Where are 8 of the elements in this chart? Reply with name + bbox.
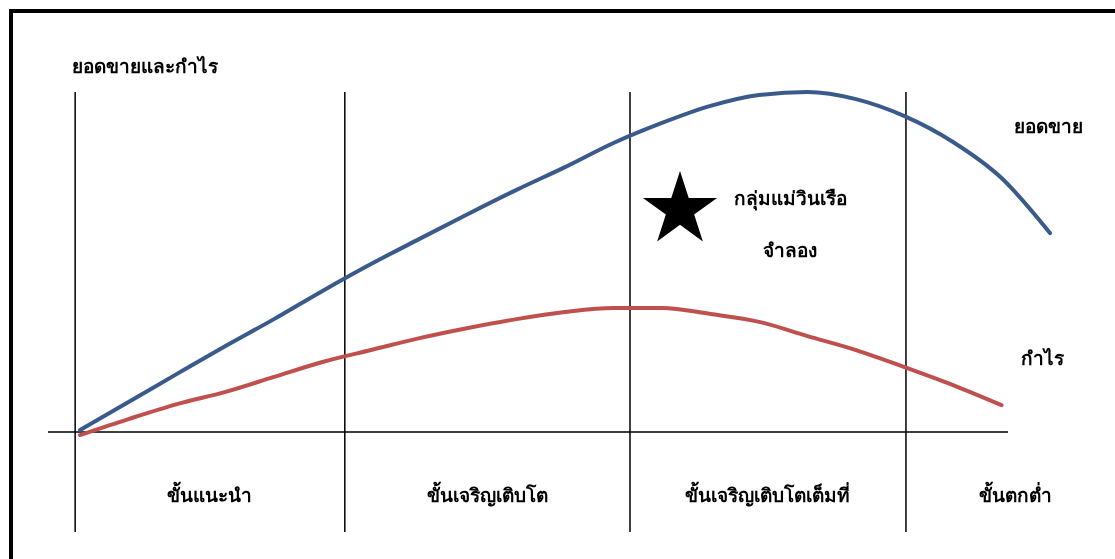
text: ขั้นตกต่ำ (978, 481, 1052, 506)
text: กำไร (1020, 347, 1065, 370)
text: กลุ่มแม่วินเรือ จำลอง (733, 187, 847, 261)
text: ขั้นเจริญเติบโต (426, 481, 548, 507)
y-axis-title: ยอดขายและกำไร (72, 55, 219, 77)
text: ขั้นเจริญเติบโตเต็มที่ (685, 481, 851, 507)
text: ยอดขาย (1013, 115, 1083, 138)
text: ขั้นแนะนำ (167, 481, 253, 506)
